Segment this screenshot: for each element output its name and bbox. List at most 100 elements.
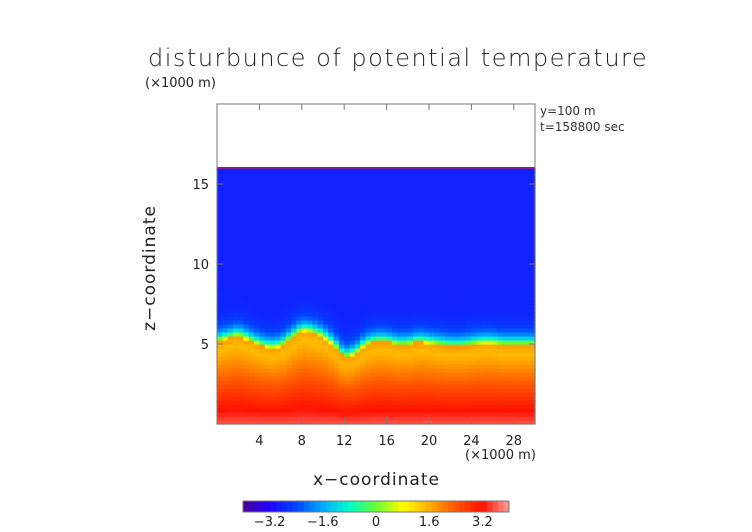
- field-cell: [217, 328, 223, 333]
- field-cell: [270, 344, 276, 349]
- field-cell: [376, 416, 382, 421]
- field-cell: [439, 276, 446, 281]
- field-cell: [376, 212, 382, 217]
- field-cell: [248, 252, 255, 257]
- field-cell: [471, 172, 478, 177]
- field-cell: [323, 308, 329, 313]
- field-cell: [323, 192, 329, 197]
- field-cell: [238, 292, 245, 297]
- field-cell: [503, 388, 510, 393]
- field-cell: [338, 388, 345, 393]
- field-cell: [238, 264, 245, 269]
- field-cell: [391, 192, 398, 197]
- field-cell: [291, 216, 298, 221]
- field-cell: [423, 216, 430, 221]
- field-cell: [529, 224, 536, 229]
- field-cell: [487, 256, 494, 261]
- field-cell: [402, 396, 409, 401]
- field-cell: [434, 396, 441, 401]
- field-cell: [376, 172, 382, 177]
- field-cell: [444, 252, 451, 257]
- field-cell: [513, 244, 520, 249]
- field-cell: [227, 216, 234, 221]
- field-cell: [222, 324, 229, 329]
- field-cell: [460, 232, 467, 237]
- field-cell: [476, 332, 483, 337]
- field-cell: [402, 272, 409, 277]
- field-cell: [381, 196, 388, 201]
- field-cell: [338, 364, 345, 369]
- field-cell: [238, 416, 245, 421]
- field-cell: [344, 204, 351, 209]
- field-cell: [513, 276, 520, 281]
- field-cell: [429, 328, 435, 333]
- field-cell: [317, 228, 324, 233]
- field-cell: [312, 184, 319, 189]
- field-cell: [381, 200, 388, 205]
- field-cell: [222, 264, 229, 269]
- field-cell: [455, 404, 462, 409]
- field-cell: [312, 176, 319, 181]
- field-cell: [524, 380, 531, 385]
- field-cell: [354, 300, 361, 305]
- field-cell: [349, 228, 356, 233]
- field-cell: [307, 220, 313, 225]
- field-cell: [402, 188, 409, 193]
- field-cell: [497, 420, 504, 425]
- field-cell: [349, 276, 356, 281]
- field-cell: [476, 248, 483, 253]
- field-cell: [492, 176, 499, 181]
- field-cell: [529, 412, 536, 417]
- field-cell: [466, 416, 472, 421]
- field-cell: [476, 420, 483, 425]
- field-cell: [328, 300, 335, 305]
- field-cell: [397, 248, 404, 253]
- field-cell: [455, 324, 462, 329]
- field-cell: [301, 168, 308, 173]
- field-cell: [217, 184, 223, 189]
- field-cell: [423, 192, 430, 197]
- field-cell: [248, 276, 255, 281]
- field-cell: [285, 284, 292, 289]
- field-cell: [402, 236, 409, 241]
- field-cell: [460, 364, 467, 369]
- field-cell: [376, 268, 382, 273]
- field-cell: [307, 292, 313, 297]
- field-cell: [264, 248, 271, 253]
- field-cell: [423, 244, 430, 249]
- field-cell: [471, 228, 478, 233]
- field-cell: [259, 388, 266, 393]
- field-cell: [349, 280, 356, 285]
- field-cell: [354, 420, 361, 425]
- field-cell: [243, 192, 250, 197]
- field-cell: [466, 292, 472, 297]
- field-cell: [402, 252, 409, 257]
- field-cell: [243, 284, 250, 289]
- field-cell: [529, 312, 536, 317]
- field-cell: [227, 244, 234, 249]
- field-cell: [217, 240, 223, 245]
- field-cell: [328, 320, 335, 325]
- field-cell: [254, 388, 260, 393]
- field-cell: [232, 264, 239, 269]
- field-cell: [323, 168, 329, 173]
- field-cell: [307, 188, 313, 193]
- field-cell: [402, 376, 409, 381]
- field-cell: [349, 180, 356, 185]
- field-cell: [370, 296, 377, 301]
- field-cell: [307, 208, 313, 213]
- field-cell: [312, 276, 319, 281]
- field-cell: [439, 396, 446, 401]
- field-cell: [301, 300, 308, 305]
- field-cell: [376, 292, 382, 297]
- field-cell: [407, 328, 414, 333]
- field-cell: [238, 380, 245, 385]
- field-cell: [232, 316, 239, 321]
- field-cell: [217, 292, 223, 297]
- field-cell: [259, 360, 266, 365]
- field-cell: [338, 264, 345, 269]
- field-cell: [285, 200, 292, 205]
- field-cell: [471, 360, 478, 365]
- field-cell: [519, 248, 525, 253]
- field-cell: [317, 376, 324, 381]
